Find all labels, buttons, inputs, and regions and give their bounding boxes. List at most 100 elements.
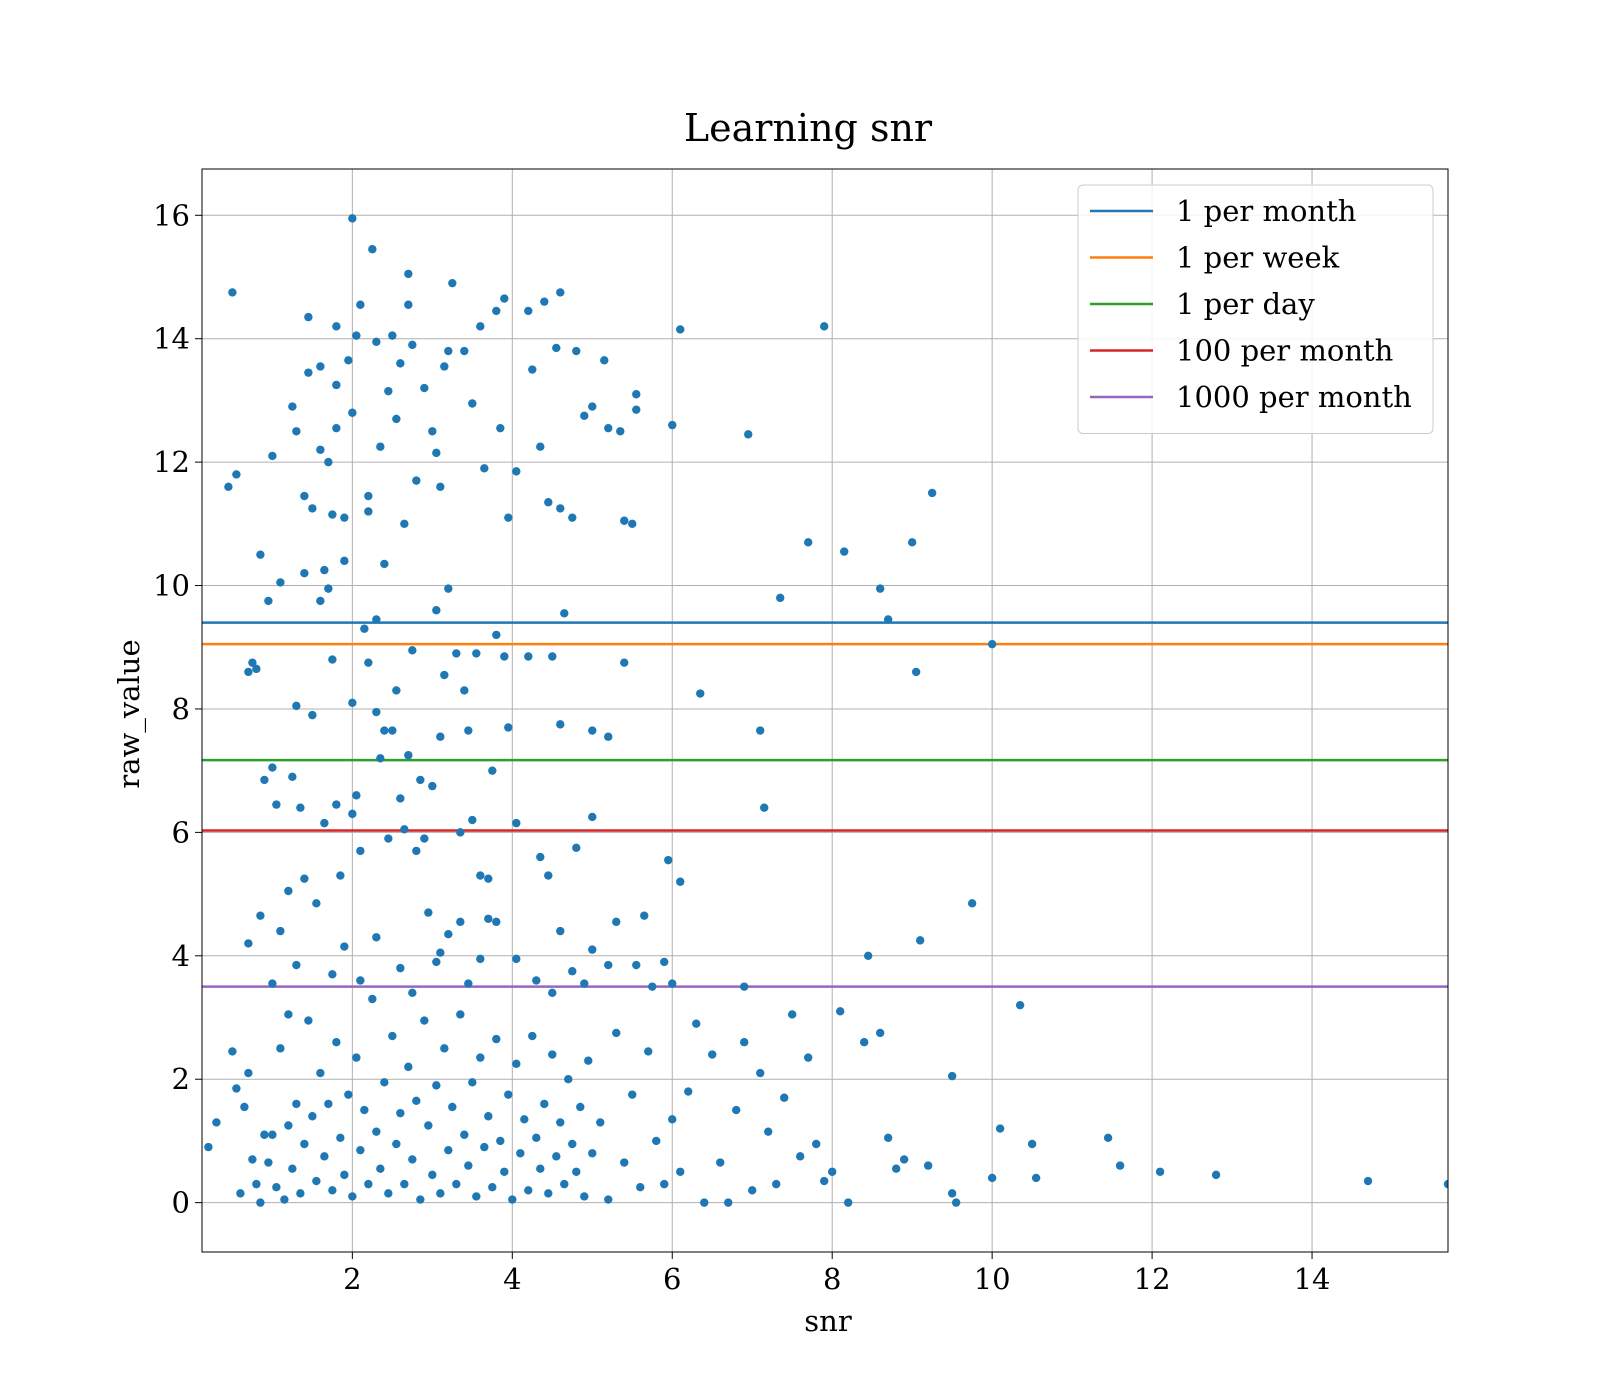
data-point	[744, 430, 753, 439]
data-point	[292, 427, 301, 436]
data-point	[764, 1127, 773, 1136]
data-point	[412, 846, 421, 856]
data-point	[664, 855, 673, 865]
data-point	[272, 1183, 281, 1192]
data-point	[400, 519, 409, 529]
data-point	[324, 457, 333, 467]
data-point	[632, 960, 641, 970]
data-point	[388, 1031, 397, 1041]
data-point	[372, 337, 381, 346]
data-point	[947, 1071, 957, 1081]
data-point	[476, 1053, 485, 1062]
data-point	[248, 658, 257, 667]
data-point	[316, 362, 325, 371]
data-point	[408, 988, 417, 998]
data-point	[644, 1047, 653, 1056]
data-point	[268, 979, 277, 988]
y-tick-label: 4	[172, 939, 190, 973]
data-point	[1363, 1176, 1373, 1186]
data-point	[967, 899, 977, 908]
data-point	[804, 1053, 813, 1062]
data-point	[300, 1139, 309, 1149]
x-axis-label: snr	[804, 1304, 852, 1338]
data-point	[560, 609, 569, 618]
data-point	[512, 1059, 521, 1068]
data-point	[412, 1096, 421, 1106]
data-point	[292, 1099, 301, 1109]
data-point	[332, 380, 341, 390]
data-point	[388, 331, 397, 340]
data-point	[396, 359, 405, 368]
data-point	[588, 812, 597, 822]
legend-box	[1077, 184, 1434, 434]
data-point	[843, 1198, 853, 1207]
data-point	[396, 794, 405, 803]
data-point	[328, 970, 337, 979]
data-point	[464, 979, 473, 988]
data-point	[492, 306, 501, 316]
data-point	[296, 1189, 305, 1198]
data-point	[372, 707, 381, 717]
data-point	[396, 1108, 405, 1118]
data-point	[544, 498, 553, 507]
data-point	[420, 1016, 429, 1025]
data-point	[560, 1179, 569, 1189]
data-point	[660, 1179, 669, 1189]
data-point	[308, 710, 317, 720]
y-tick-label: 12	[153, 445, 190, 479]
data-point	[300, 874, 309, 883]
y-tick-label: 10	[153, 569, 190, 603]
data-point	[652, 1136, 661, 1146]
data-point	[911, 667, 921, 677]
legend-label: 1 per day	[1176, 287, 1315, 321]
data-point	[360, 1105, 369, 1115]
data-point	[436, 1189, 445, 1198]
data-point	[1211, 1170, 1221, 1180]
y-axis-label: raw_value	[112, 639, 147, 788]
data-point	[556, 720, 565, 729]
data-point	[628, 519, 637, 529]
data-point	[408, 646, 417, 655]
data-point	[580, 979, 589, 988]
data-point	[336, 871, 345, 880]
data-point	[676, 325, 685, 334]
data-point	[588, 1149, 597, 1158]
data-point	[492, 630, 501, 640]
data-point	[252, 1179, 261, 1189]
data-point	[1031, 1173, 1041, 1183]
data-point	[260, 775, 269, 785]
data-point	[280, 1195, 289, 1204]
data-point	[404, 300, 413, 309]
data-point	[456, 917, 465, 927]
data-point	[492, 917, 501, 927]
data-point	[552, 1152, 561, 1161]
data-point	[328, 510, 337, 519]
data-point	[432, 957, 441, 967]
data-point	[496, 423, 505, 433]
data-point	[384, 1189, 393, 1198]
data-point	[348, 1192, 357, 1201]
data-point	[604, 423, 613, 433]
data-point	[320, 565, 329, 575]
data-point	[332, 1037, 341, 1047]
data-point	[472, 649, 481, 658]
data-point	[576, 1102, 585, 1112]
data-point	[604, 960, 613, 970]
legend-label: 100 per month	[1176, 334, 1393, 368]
data-point	[508, 1195, 517, 1204]
data-point	[839, 547, 849, 556]
data-point	[588, 726, 597, 735]
data-point	[804, 538, 813, 547]
data-point	[987, 1173, 997, 1183]
data-point	[827, 1167, 837, 1176]
data-point	[328, 655, 337, 664]
data-point	[780, 1093, 789, 1102]
data-point	[324, 584, 333, 593]
data-point	[400, 825, 409, 834]
data-point	[500, 652, 509, 661]
data-point	[480, 464, 489, 473]
data-point	[352, 331, 361, 340]
data-point	[640, 911, 649, 920]
data-point	[292, 960, 301, 970]
data-point	[288, 402, 297, 411]
